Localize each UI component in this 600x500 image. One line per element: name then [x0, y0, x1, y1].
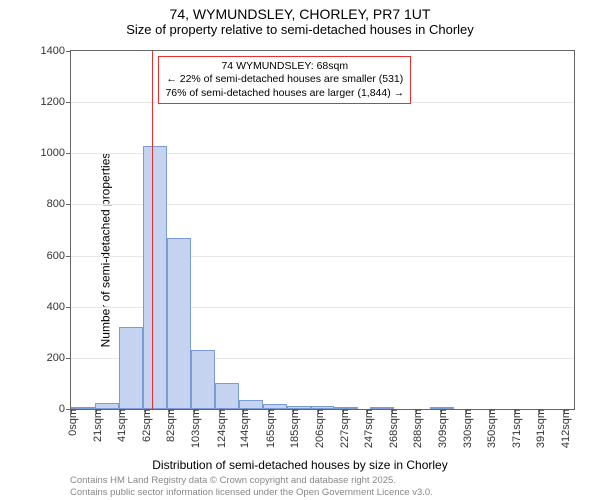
- xtick-label: 227sqm: [335, 409, 351, 448]
- chart-plot-area: 02004006008001000120014000sqm21sqm41sqm6…: [70, 50, 575, 410]
- histogram-bar: [191, 350, 215, 409]
- xtick-label: 268sqm: [384, 409, 400, 448]
- xtick-label: 391sqm: [531, 409, 547, 448]
- ytick-label: 200: [25, 352, 71, 364]
- attribution-text: Contains HM Land Registry data © Crown c…: [70, 475, 433, 498]
- histogram-bar: [239, 400, 263, 409]
- xtick-label: 309sqm: [433, 409, 449, 448]
- histogram-bar: [167, 238, 191, 409]
- ytick-label: 600: [25, 250, 71, 262]
- chart-title-sub: Size of property relative to semi-detach…: [0, 22, 600, 37]
- histogram-bar: [119, 327, 143, 409]
- xtick-label: 62sqm: [137, 409, 153, 442]
- xtick-label: 144sqm: [235, 409, 251, 448]
- xtick-label: 330sqm: [458, 409, 474, 448]
- annotation-line: ← 22% of semi-detached houses are smalle…: [165, 73, 404, 86]
- xtick-label: 82sqm: [161, 409, 177, 442]
- attribution-line2: Contains public sector information licen…: [70, 487, 433, 498]
- chart-title-main: 74, WYMUNDSLEY, CHORLEY, PR7 1UT: [0, 6, 600, 22]
- attribution-line1: Contains HM Land Registry data © Crown c…: [70, 475, 433, 486]
- xtick-label: 124sqm: [212, 409, 228, 448]
- xtick-label: 412sqm: [556, 409, 572, 448]
- xtick-label: 0sqm: [63, 409, 79, 436]
- annotation-line: 74 WYMUNDSLEY: 68sqm: [165, 60, 404, 73]
- histogram-bar: [143, 146, 167, 409]
- ytick-label: 1200: [25, 96, 71, 108]
- xtick-label: 185sqm: [285, 409, 301, 448]
- xtick-label: 21sqm: [88, 409, 104, 442]
- xtick-label: 103sqm: [186, 409, 202, 448]
- chart-title-block: 74, WYMUNDSLEY, CHORLEY, PR7 1UT Size of…: [0, 0, 600, 37]
- ytick-label: 800: [25, 198, 71, 210]
- xtick-label: 247sqm: [359, 409, 375, 448]
- ytick-label: 1000: [25, 147, 71, 159]
- annotation-line: 76% of semi-detached houses are larger (…: [165, 87, 404, 100]
- xtick-label: 41sqm: [112, 409, 128, 442]
- histogram-bar: [215, 383, 239, 409]
- x-axis-label: Distribution of semi-detached houses by …: [152, 458, 447, 472]
- xtick-label: 371sqm: [507, 409, 523, 448]
- xtick-label: 350sqm: [482, 409, 498, 448]
- annotation-callout: 74 WYMUNDSLEY: 68sqm← 22% of semi-detach…: [158, 56, 411, 103]
- xtick-label: 206sqm: [310, 409, 326, 448]
- xtick-label: 165sqm: [261, 409, 277, 448]
- ytick-label: 1400: [25, 45, 71, 57]
- ytick-label: 400: [25, 301, 71, 313]
- highlight-vertical-line: [152, 51, 153, 409]
- xtick-label: 288sqm: [408, 409, 424, 448]
